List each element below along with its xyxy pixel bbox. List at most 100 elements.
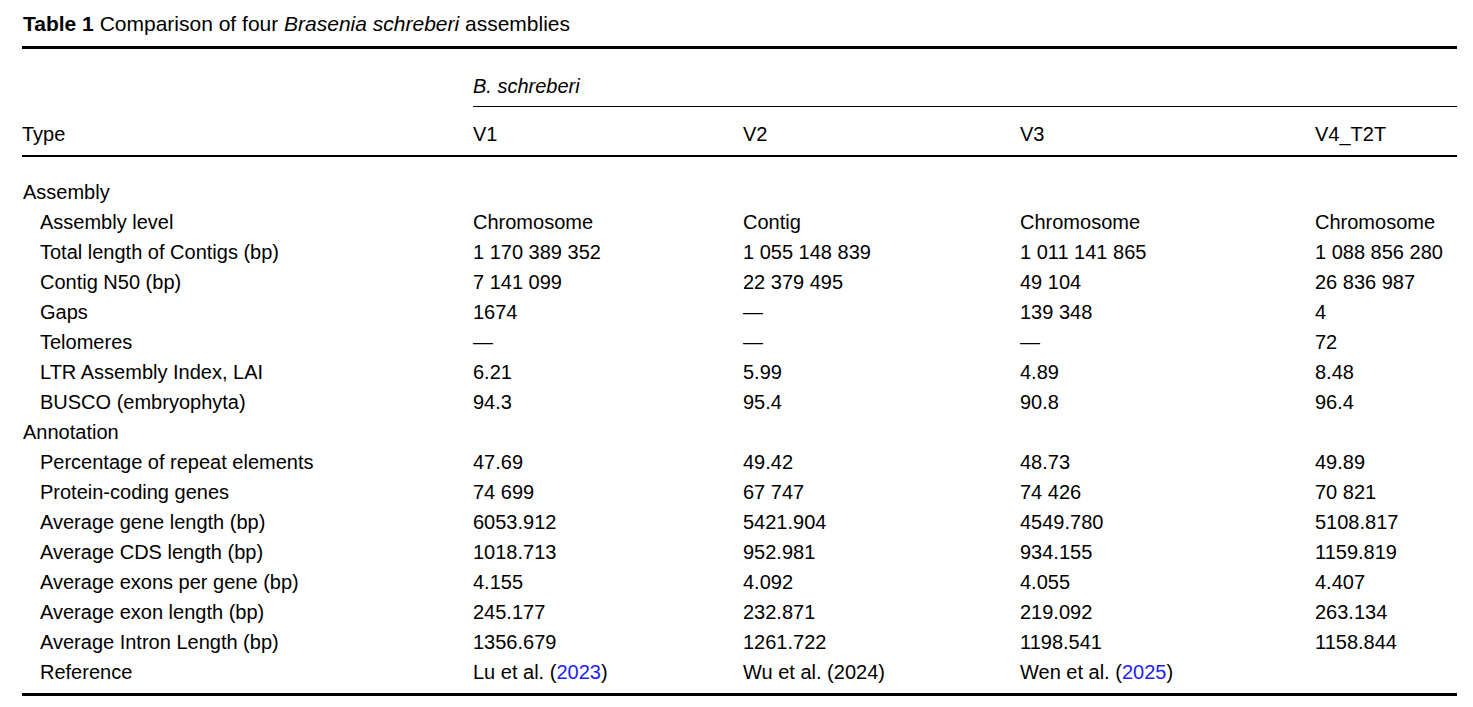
cell-value: 49.89: [1315, 447, 1457, 477]
cell-value: 4.092: [743, 567, 1020, 597]
cell-value: 74 699: [473, 477, 743, 507]
cell-value: 47.69: [473, 447, 743, 477]
cell-value: Chromosome: [473, 207, 743, 237]
spanner-label: B. schreberi: [473, 75, 580, 97]
cell-value: 48.73: [1020, 447, 1315, 477]
spanner-row: B. schreberi: [22, 48, 1457, 107]
cell-value: [743, 417, 1020, 447]
table-caption-text-before: Comparison of four: [94, 12, 284, 35]
cell-value: 8.48: [1315, 357, 1457, 387]
row-label: Reference: [22, 657, 473, 695]
table-caption-species: Brasenia schreberi: [284, 12, 459, 35]
cell-value: 6053.912: [473, 507, 743, 537]
table-row: Gaps1674—139 3484: [22, 297, 1457, 327]
cell-value: —: [473, 327, 743, 357]
cell-value: [473, 417, 743, 447]
table-row: Average exons per gene (bp)4.1554.0924.0…: [22, 567, 1457, 597]
row-label: Percentage of repeat elements: [22, 447, 473, 477]
reference-year-link[interactable]: 2025: [1122, 661, 1167, 683]
reference-text: Wu et al. (: [743, 661, 834, 683]
cell-value: 70 821: [1315, 477, 1457, 507]
cell-value: 4.155: [473, 567, 743, 597]
row-label: Gaps: [22, 297, 473, 327]
cell-value: 96.4: [1315, 387, 1457, 417]
section-row: Assembly: [22, 156, 1457, 207]
cell-value: [1020, 156, 1315, 207]
cell-value: [1020, 417, 1315, 447]
table-row: Average gene length (bp)6053.9125421.904…: [22, 507, 1457, 537]
cell-value: 5.99: [743, 357, 1020, 387]
row-label: Average Intron Length (bp): [22, 627, 473, 657]
cell-value: Lu et al. (2023): [473, 657, 743, 695]
spanner-spacer-cell: [22, 48, 473, 107]
column-header-v4-t2t: V4_T2T: [1315, 107, 1457, 156]
table-caption-number: Table 1: [23, 12, 94, 35]
row-label: Average gene length (bp): [22, 507, 473, 537]
cell-value: 232.871: [743, 597, 1020, 627]
column-header-v2: V2: [743, 107, 1020, 156]
cell-value: 1356.679: [473, 627, 743, 657]
cell-value: 6.21: [473, 357, 743, 387]
cell-value: 952.981: [743, 537, 1020, 567]
row-label: Contig N50 (bp): [22, 267, 473, 297]
cell-value: 5108.817: [1315, 507, 1457, 537]
cell-value: [743, 156, 1020, 207]
reference-year: 2024: [834, 661, 879, 683]
column-header-type: Type: [22, 107, 473, 156]
cell-value: 245.177: [473, 597, 743, 627]
cell-value: Wen et al. (2025): [1020, 657, 1315, 695]
cell-value: 1 088 856 280: [1315, 237, 1457, 267]
cell-value: 219.092: [1020, 597, 1315, 627]
cell-value: 4.407: [1315, 567, 1457, 597]
cell-value: [1315, 417, 1457, 447]
cell-value: Chromosome: [1315, 207, 1457, 237]
reference-text: ): [601, 661, 608, 683]
table-row: Contig N50 (bp)7 141 09922 379 49549 104…: [22, 267, 1457, 297]
cell-value: —: [743, 327, 1020, 357]
spanner-header-cell: B. schreberi: [473, 48, 1457, 107]
cell-value: Contig: [743, 207, 1020, 237]
section-row: Annotation: [22, 417, 1457, 447]
cell-value: 74 426: [1020, 477, 1315, 507]
column-header-v1: V1: [473, 107, 743, 156]
column-header-row: Type V1 V2 V3 V4_T2T: [22, 107, 1457, 156]
cell-value: —: [743, 297, 1020, 327]
row-label: Protein-coding genes: [22, 477, 473, 507]
row-label: Average exons per gene (bp): [22, 567, 473, 597]
cell-value: 1198.541: [1020, 627, 1315, 657]
table-row: Percentage of repeat elements47.6949.424…: [22, 447, 1457, 477]
cell-value: 22 379 495: [743, 267, 1020, 297]
row-label: BUSCO (embryophyta): [22, 387, 473, 417]
cell-value: Chromosome: [1020, 207, 1315, 237]
reference-text: Wen et al. (: [1020, 661, 1122, 683]
cell-value: 72: [1315, 327, 1457, 357]
reference-text: ): [878, 661, 885, 683]
cell-value: 4: [1315, 297, 1457, 327]
table-row: Average Intron Length (bp)1356.6791261.7…: [22, 627, 1457, 657]
cell-value: [473, 156, 743, 207]
table-row: Assembly levelChromosomeContigChromosome…: [22, 207, 1457, 237]
cell-value: 4.89: [1020, 357, 1315, 387]
assembly-comparison-table: B. schreberi Type V1 V2 V3 V4_T2T Assemb…: [22, 46, 1457, 696]
column-header-v3: V3: [1020, 107, 1315, 156]
cell-value: 5421.904: [743, 507, 1020, 537]
cell-value: [1315, 156, 1457, 207]
cell-value: 934.155: [1020, 537, 1315, 567]
cell-value: 1261.722: [743, 627, 1020, 657]
cell-value: 1158.844: [1315, 627, 1457, 657]
cell-value: 4549.780: [1020, 507, 1315, 537]
reference-year-link[interactable]: 2023: [556, 661, 601, 683]
table-row: Total length of Contigs (bp)1 170 389 35…: [22, 237, 1457, 267]
table-row: ReferenceLu et al. (2023)Wu et al. (2024…: [22, 657, 1457, 695]
cell-value: 67 747: [743, 477, 1020, 507]
cell-value: 1018.713: [473, 537, 743, 567]
cell-value: 4.055: [1020, 567, 1315, 597]
cell-value: 26 836 987: [1315, 267, 1457, 297]
table-row: LTR Assembly Index, LAI6.215.994.898.48: [22, 357, 1457, 387]
table-caption: Table 1 Comparison of four Brasenia schr…: [23, 11, 570, 37]
cell-value: 49 104: [1020, 267, 1315, 297]
reference-text: ): [1166, 661, 1173, 683]
cell-value: Wu et al. (2024): [743, 657, 1020, 695]
cell-value: 1159.819: [1315, 537, 1457, 567]
cell-value: 94.3: [473, 387, 743, 417]
